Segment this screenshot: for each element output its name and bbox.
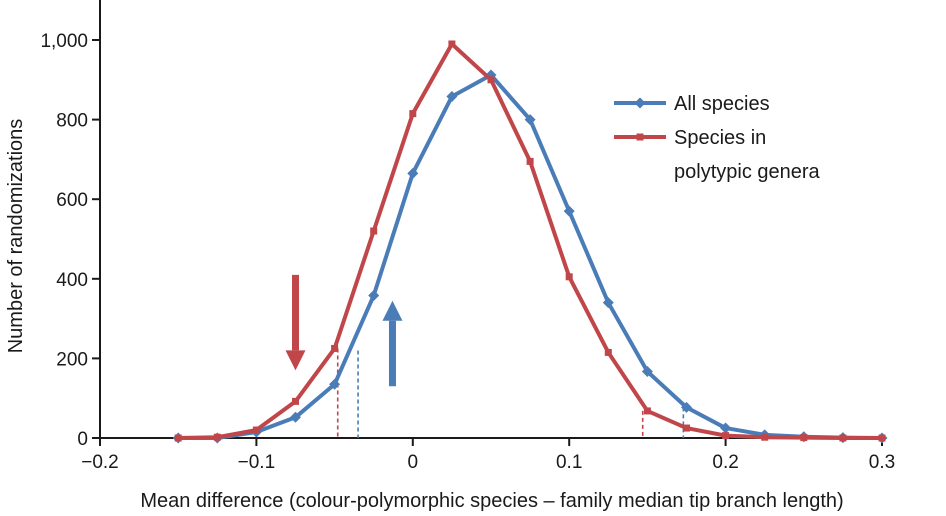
y-tick-label: 600 xyxy=(56,190,88,211)
series-line xyxy=(178,41,882,440)
data-point xyxy=(213,433,221,441)
cutoff-lines xyxy=(336,348,685,438)
data-point xyxy=(878,434,886,442)
arrow-up-head xyxy=(382,300,403,321)
data-point xyxy=(409,110,417,118)
legend: All species Species in polytypic genera xyxy=(614,93,821,183)
y-tick-label: 1,000 xyxy=(40,31,88,52)
x-tick-label: 0.1 xyxy=(556,452,582,473)
data-point xyxy=(563,205,575,217)
legend-label: polytypic genera xyxy=(674,161,821,183)
data-point xyxy=(643,407,651,415)
data-point xyxy=(800,434,808,442)
data-point xyxy=(683,424,690,432)
data-point xyxy=(681,401,692,413)
y-tick-label: 400 xyxy=(56,270,88,291)
data-point xyxy=(252,426,260,434)
data-point xyxy=(329,378,341,390)
axes: 0 200 400 600 800 1,000 −0.2 −0.1 0 0.1 0.2 0.3 xyxy=(40,0,895,473)
data-point xyxy=(565,273,573,281)
x-tick-label: 0.3 xyxy=(869,452,895,473)
data-point xyxy=(407,167,419,179)
legend-label: Species in xyxy=(674,127,766,149)
x-tick-label: 0 xyxy=(408,452,419,473)
annotation-arrows xyxy=(285,274,403,387)
data-point xyxy=(641,366,653,378)
y-tick-label: 200 xyxy=(56,349,88,370)
x-tick-label: 0.2 xyxy=(712,452,738,473)
series-all-species xyxy=(172,69,888,444)
data-point xyxy=(290,411,301,423)
series-line xyxy=(178,73,883,440)
data-point xyxy=(839,434,847,442)
data-point xyxy=(368,290,380,302)
data-point xyxy=(446,91,458,103)
data-point xyxy=(292,397,299,405)
legend-label: All species xyxy=(674,93,770,115)
series-polytypic-genera xyxy=(174,40,886,442)
data-point xyxy=(722,432,730,440)
legend-marker xyxy=(636,133,644,141)
series-layer xyxy=(172,40,888,444)
x-tick-label: −0.1 xyxy=(238,452,276,473)
data-point xyxy=(331,344,339,352)
x-tick-label: −0.2 xyxy=(81,452,119,473)
data-point xyxy=(761,433,769,441)
arrow-down-head xyxy=(285,350,306,371)
y-tick-label: 0 xyxy=(77,429,88,450)
data-point xyxy=(524,114,536,126)
data-point xyxy=(720,422,732,434)
data-point xyxy=(174,434,182,442)
data-point xyxy=(602,297,614,309)
y-tick-label: 800 xyxy=(56,111,88,132)
legend-marker xyxy=(634,97,646,109)
data-point xyxy=(370,227,378,235)
y-axis-title: Number of randomizations xyxy=(5,119,27,354)
data-point xyxy=(487,76,495,84)
x-axis-title: Mean difference (colour-polymorphic spec… xyxy=(140,490,843,512)
data-point xyxy=(448,40,456,48)
data-point xyxy=(526,157,534,165)
data-point xyxy=(604,348,612,356)
